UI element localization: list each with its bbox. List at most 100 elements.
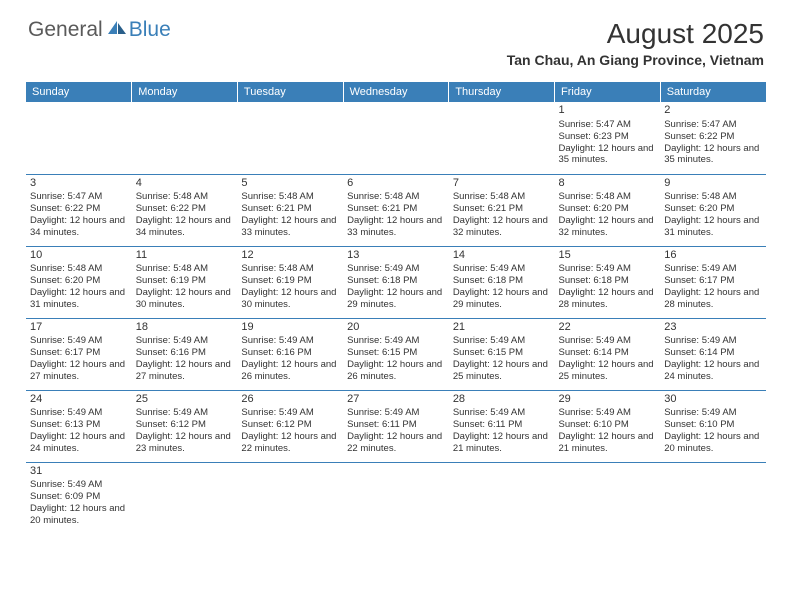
daylight-line: Daylight: 12 hours and 33 minutes. xyxy=(347,215,445,239)
day-number: 29 xyxy=(559,393,657,407)
day-cell: 27Sunrise: 5:49 AMSunset: 6:11 PMDayligh… xyxy=(343,390,449,462)
sunset-line: Sunset: 6:14 PM xyxy=(559,347,657,359)
sunset-line: Sunset: 6:22 PM xyxy=(30,203,128,215)
day-number: 1 xyxy=(559,104,657,118)
sunset-line: Sunset: 6:18 PM xyxy=(453,275,551,287)
day-number: 30 xyxy=(664,393,762,407)
daylight-line: Daylight: 12 hours and 22 minutes. xyxy=(347,431,445,455)
sunrise-line: Sunrise: 5:48 AM xyxy=(136,191,234,203)
daylight-line: Daylight: 12 hours and 34 minutes. xyxy=(136,215,234,239)
day-cell: 20Sunrise: 5:49 AMSunset: 6:15 PMDayligh… xyxy=(343,318,449,390)
daylight-line: Daylight: 12 hours and 29 minutes. xyxy=(347,287,445,311)
day-number: 18 xyxy=(136,321,234,335)
daylight-line: Daylight: 12 hours and 34 minutes. xyxy=(30,215,128,239)
day-number: 22 xyxy=(559,321,657,335)
daylight-line: Daylight: 12 hours and 32 minutes. xyxy=(559,215,657,239)
title-block: August 2025 Tan Chau, An Giang Province,… xyxy=(507,18,764,68)
day-number: 21 xyxy=(453,321,551,335)
sunrise-line: Sunrise: 5:49 AM xyxy=(30,335,128,347)
sunset-line: Sunset: 6:14 PM xyxy=(664,347,762,359)
day-number: 19 xyxy=(241,321,339,335)
calendar-table: SundayMondayTuesdayWednesdayThursdayFrid… xyxy=(26,82,766,534)
sunrise-line: Sunrise: 5:49 AM xyxy=(664,407,762,419)
day-cell: 13Sunrise: 5:49 AMSunset: 6:18 PMDayligh… xyxy=(343,246,449,318)
day-number: 14 xyxy=(453,249,551,263)
day-number: 25 xyxy=(136,393,234,407)
sunrise-line: Sunrise: 5:49 AM xyxy=(136,335,234,347)
sunset-line: Sunset: 6:19 PM xyxy=(136,275,234,287)
sunrise-line: Sunrise: 5:48 AM xyxy=(559,191,657,203)
sunrise-line: Sunrise: 5:49 AM xyxy=(347,407,445,419)
day-cell: 8Sunrise: 5:48 AMSunset: 6:20 PMDaylight… xyxy=(555,174,661,246)
daylight-line: Daylight: 12 hours and 27 minutes. xyxy=(30,359,128,383)
sunset-line: Sunset: 6:11 PM xyxy=(453,419,551,431)
empty-cell xyxy=(343,102,449,174)
daylight-line: Daylight: 12 hours and 27 minutes. xyxy=(136,359,234,383)
sunrise-line: Sunrise: 5:49 AM xyxy=(241,407,339,419)
sunrise-line: Sunrise: 5:49 AM xyxy=(559,407,657,419)
sunrise-line: Sunrise: 5:49 AM xyxy=(453,407,551,419)
logo: General Blue xyxy=(28,18,171,42)
calendar-row: 10Sunrise: 5:48 AMSunset: 6:20 PMDayligh… xyxy=(26,246,766,318)
day-cell: 7Sunrise: 5:48 AMSunset: 6:21 PMDaylight… xyxy=(449,174,555,246)
empty-cell xyxy=(343,462,449,534)
day-number: 20 xyxy=(347,321,445,335)
sunset-line: Sunset: 6:11 PM xyxy=(347,419,445,431)
day-number: 9 xyxy=(664,177,762,191)
sunset-line: Sunset: 6:17 PM xyxy=(30,347,128,359)
day-number: 5 xyxy=(241,177,339,191)
daylight-line: Daylight: 12 hours and 32 minutes. xyxy=(453,215,551,239)
sunset-line: Sunset: 6:10 PM xyxy=(664,419,762,431)
day-number: 8 xyxy=(559,177,657,191)
day-cell: 3Sunrise: 5:47 AMSunset: 6:22 PMDaylight… xyxy=(26,174,132,246)
sunrise-line: Sunrise: 5:48 AM xyxy=(241,263,339,275)
day-number: 10 xyxy=(30,249,128,263)
daylight-line: Daylight: 12 hours and 28 minutes. xyxy=(559,287,657,311)
sunrise-line: Sunrise: 5:49 AM xyxy=(347,335,445,347)
empty-cell xyxy=(132,462,238,534)
day-cell: 11Sunrise: 5:48 AMSunset: 6:19 PMDayligh… xyxy=(132,246,238,318)
sunset-line: Sunset: 6:21 PM xyxy=(453,203,551,215)
day-cell: 25Sunrise: 5:49 AMSunset: 6:12 PMDayligh… xyxy=(132,390,238,462)
weekday-header: Thursday xyxy=(449,82,555,102)
sunrise-line: Sunrise: 5:49 AM xyxy=(30,479,128,491)
daylight-line: Daylight: 12 hours and 24 minutes. xyxy=(664,359,762,383)
day-cell: 10Sunrise: 5:48 AMSunset: 6:20 PMDayligh… xyxy=(26,246,132,318)
day-number: 12 xyxy=(241,249,339,263)
sunset-line: Sunset: 6:18 PM xyxy=(559,275,657,287)
logo-prefix: General xyxy=(28,18,103,42)
month-title: August 2025 xyxy=(507,18,764,50)
sunset-line: Sunset: 6:09 PM xyxy=(30,491,128,503)
day-number: 26 xyxy=(241,393,339,407)
sunset-line: Sunset: 6:19 PM xyxy=(241,275,339,287)
day-number: 27 xyxy=(347,393,445,407)
day-cell: 28Sunrise: 5:49 AMSunset: 6:11 PMDayligh… xyxy=(449,390,555,462)
day-number: 16 xyxy=(664,249,762,263)
location-text: Tan Chau, An Giang Province, Vietnam xyxy=(507,52,764,68)
sunrise-line: Sunrise: 5:48 AM xyxy=(664,191,762,203)
calendar-head: SundayMondayTuesdayWednesdayThursdayFrid… xyxy=(26,82,766,102)
day-cell: 17Sunrise: 5:49 AMSunset: 6:17 PMDayligh… xyxy=(26,318,132,390)
day-cell: 5Sunrise: 5:48 AMSunset: 6:21 PMDaylight… xyxy=(237,174,343,246)
weekday-header: Monday xyxy=(132,82,238,102)
daylight-line: Daylight: 12 hours and 20 minutes. xyxy=(664,431,762,455)
day-number: 31 xyxy=(30,465,128,479)
day-number: 24 xyxy=(30,393,128,407)
daylight-line: Daylight: 12 hours and 35 minutes. xyxy=(559,143,657,167)
day-number: 28 xyxy=(453,393,551,407)
daylight-line: Daylight: 12 hours and 24 minutes. xyxy=(30,431,128,455)
day-cell: 16Sunrise: 5:49 AMSunset: 6:17 PMDayligh… xyxy=(660,246,766,318)
daylight-line: Daylight: 12 hours and 35 minutes. xyxy=(664,143,762,167)
sunset-line: Sunset: 6:21 PM xyxy=(347,203,445,215)
sunrise-line: Sunrise: 5:47 AM xyxy=(30,191,128,203)
day-cell: 15Sunrise: 5:49 AMSunset: 6:18 PMDayligh… xyxy=(555,246,661,318)
sunset-line: Sunset: 6:12 PM xyxy=(241,419,339,431)
sunset-line: Sunset: 6:23 PM xyxy=(559,131,657,143)
daylight-line: Daylight: 12 hours and 26 minutes. xyxy=(347,359,445,383)
day-cell: 18Sunrise: 5:49 AMSunset: 6:16 PMDayligh… xyxy=(132,318,238,390)
sunrise-line: Sunrise: 5:49 AM xyxy=(241,335,339,347)
sunrise-line: Sunrise: 5:49 AM xyxy=(664,335,762,347)
empty-cell xyxy=(26,102,132,174)
empty-cell xyxy=(449,102,555,174)
empty-cell xyxy=(132,102,238,174)
